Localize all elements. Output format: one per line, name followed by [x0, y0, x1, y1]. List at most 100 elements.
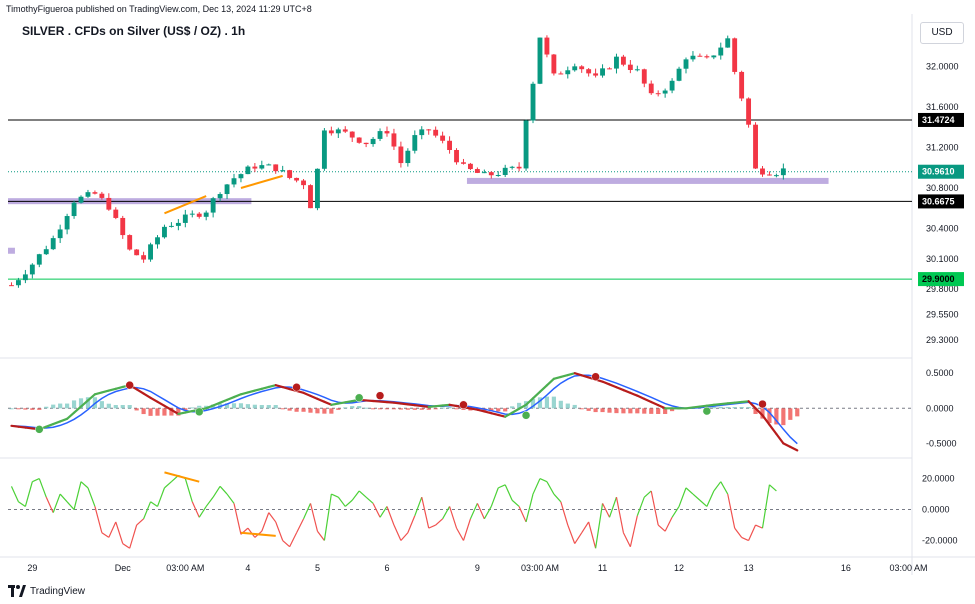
oscillator-segment	[615, 497, 625, 533]
candle-body	[148, 244, 153, 260]
oscillator-segment	[184, 478, 193, 502]
wave-segment	[691, 405, 702, 409]
wave-segment	[205, 404, 215, 410]
candle-body	[308, 185, 313, 209]
time-axis-tick: 03:00 AM	[890, 563, 928, 573]
wave-segment	[768, 423, 778, 436]
price-axis-tick: 31.2000	[926, 143, 959, 153]
price-tag-label: 30.6675	[922, 196, 955, 206]
wave-segment	[371, 399, 382, 403]
osc-axis-tick: 0.0000	[922, 505, 950, 515]
histogram-bar	[593, 408, 598, 413]
candle-body	[544, 37, 550, 55]
wave-segment	[524, 397, 535, 406]
price-axis-tick: 31.6000	[926, 102, 959, 112]
candle-body	[669, 80, 675, 91]
histogram-bar	[718, 406, 723, 409]
wave-segment	[365, 399, 375, 403]
oscillator-segment	[191, 501, 200, 518]
candle-body	[753, 124, 758, 169]
candle-body	[245, 166, 251, 175]
currency-button[interactable]: USD	[920, 22, 964, 44]
candle-body	[384, 131, 390, 134]
histogram-bar	[746, 407, 751, 409]
oscillator-segment	[643, 490, 652, 498]
candle-body	[634, 69, 640, 71]
histogram-bar	[649, 408, 654, 414]
brand-logo[interactable]: TradingView	[8, 585, 85, 597]
trend-line	[164, 195, 207, 215]
wave-segment	[754, 407, 764, 417]
candle-body	[725, 38, 731, 48]
divergence-line	[240, 531, 276, 537]
wave-segment	[86, 393, 97, 402]
histogram-bar	[148, 408, 153, 416]
histogram-bar	[503, 408, 508, 412]
histogram-bar	[711, 406, 716, 409]
price-axis-tick: 30.1000	[926, 254, 959, 264]
candle-body	[78, 196, 84, 203]
candle-body	[412, 135, 418, 151]
oscillator-segment	[595, 503, 604, 549]
histogram-bar	[113, 405, 118, 409]
candle-body	[537, 37, 543, 84]
wave-segment	[225, 395, 236, 401]
histogram-bar	[85, 397, 91, 409]
candle-body	[162, 226, 167, 238]
oscillator-segment	[268, 512, 277, 523]
candle-body	[780, 168, 786, 176]
wave-segment	[281, 385, 291, 391]
oscillator-segment	[720, 481, 729, 495]
oscillator-segment	[66, 501, 75, 510]
wave-axis-tick: 0.5000	[926, 368, 954, 378]
oscillator-segment	[233, 503, 242, 535]
wave-segment	[66, 411, 76, 420]
candle-body	[474, 169, 480, 173]
histogram-bar	[774, 408, 779, 425]
oscillator-segment	[358, 490, 367, 498]
candle-body	[662, 90, 668, 94]
candle-body	[600, 68, 605, 76]
histogram-bar	[419, 408, 424, 410]
histogram-bar	[781, 408, 786, 426]
candle-body	[614, 56, 619, 69]
oscillator-segment	[588, 521, 597, 549]
candlestick-series	[9, 35, 786, 288]
candle-body	[224, 184, 230, 195]
oscillator-segment	[602, 503, 611, 518]
histogram-bar	[586, 408, 591, 411]
time-axis-tick: 03:00 AM	[521, 563, 559, 573]
candle-body	[690, 55, 696, 60]
wave-segment	[712, 402, 722, 406]
candle-body	[36, 254, 42, 265]
candle-body	[210, 198, 216, 213]
wave-segment	[274, 384, 284, 389]
candle-body	[467, 163, 473, 170]
candle-body	[127, 235, 133, 250]
wave-segment	[309, 394, 319, 400]
wave-segment	[93, 391, 103, 396]
candle-body	[572, 66, 578, 71]
price-tag-label: 29.9000	[922, 274, 955, 284]
oscillator-segment	[275, 521, 284, 541]
histogram-bar	[343, 407, 348, 409]
oscillator-segment	[400, 532, 409, 541]
osc-axis-tick: 20.0000	[922, 474, 955, 484]
candle-body	[106, 197, 112, 210]
oscillator-segment	[164, 481, 172, 489]
candle-body	[217, 194, 223, 199]
time-axis-tick: 29	[27, 563, 37, 573]
histogram-bar	[544, 396, 550, 409]
wave-segment	[24, 426, 34, 430]
wave-segment	[107, 387, 117, 392]
candle-body	[711, 55, 717, 58]
oscillator-segment	[581, 521, 590, 534]
histogram-bar	[287, 408, 292, 411]
candle-body	[579, 66, 585, 70]
oscillator-segment	[101, 532, 110, 538]
wave-segment	[170, 408, 180, 416]
candle-body	[141, 255, 147, 260]
histogram-bar	[252, 404, 257, 409]
cross-dot	[521, 411, 531, 420]
